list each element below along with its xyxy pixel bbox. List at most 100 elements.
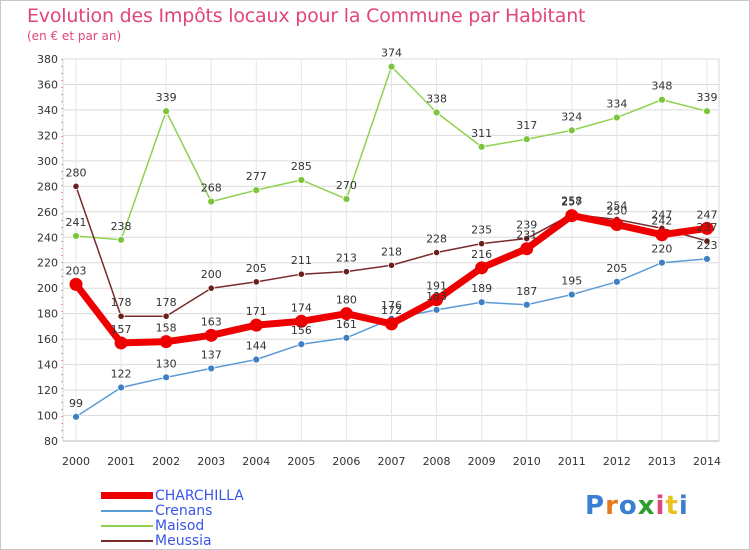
data-label-crenans: 220 [651, 243, 672, 256]
x-tick-label: 2008 [423, 455, 451, 468]
y-tick-label: 180 [37, 308, 58, 321]
legend-label: Maisod [155, 517, 205, 534]
data-label-maisod: 238 [111, 220, 132, 233]
legend-item-charchilla: CHARCHILLA [101, 488, 244, 504]
data-point-maisod [432, 108, 441, 117]
x-tick-label: 2012 [603, 455, 631, 468]
x-tick-label: 2005 [287, 455, 315, 468]
data-label-crenans: 195 [561, 275, 582, 288]
chart-title: Evolution des Impôts locaux pour la Comm… [27, 5, 586, 27]
legend-label: Meussia [155, 532, 212, 549]
data-point-maisod [387, 62, 396, 71]
data-label-charchilla: 203 [66, 264, 87, 277]
y-tick-label: 140 [37, 359, 58, 372]
data-label-meussia: 213 [336, 252, 357, 265]
data-point-maisod [117, 235, 125, 244]
data-point-crenans [658, 258, 666, 267]
data-label-charchilla: 250 [606, 205, 627, 218]
data-label-crenans: 187 [516, 285, 537, 298]
x-tick-label: 2011 [558, 455, 586, 468]
data-point-charchilla [294, 314, 308, 328]
data-point-crenans [612, 277, 621, 286]
data-point-crenans [117, 383, 125, 392]
data-point-crenans [567, 290, 576, 299]
proxiti-logo: Proxiti [585, 491, 689, 521]
data-point-maisod [72, 232, 80, 240]
data-label-charchilla: 158 [156, 322, 177, 335]
x-tick-label: 2004 [242, 455, 270, 468]
data-label-charchilla: 172 [381, 304, 402, 317]
data-point-meussia [703, 237, 711, 245]
data-label-crenans: 223 [697, 239, 718, 252]
data-label-maisod: 348 [651, 80, 672, 93]
y-tick-label: 360 [37, 78, 58, 91]
data-point-meussia [162, 312, 170, 320]
legend-item-meussia: Meussia [101, 532, 212, 549]
x-tick-label: 2009 [468, 455, 496, 468]
data-label-charchilla: 231 [516, 229, 537, 242]
data-point-maisod [297, 176, 306, 184]
data-point-charchilla [520, 242, 534, 256]
legend-label: Crenans [155, 502, 213, 519]
data-label-charchilla: 171 [246, 305, 267, 318]
x-tick-label: 2014 [693, 455, 721, 468]
data-label-crenans: 183 [426, 290, 447, 303]
data-label-crenans: 176 [381, 299, 402, 312]
data-label-maisod: 324 [561, 110, 582, 123]
data-point-charchilla [249, 318, 263, 332]
data-label-meussia: 237 [697, 221, 718, 234]
data-label-crenans: 189 [471, 282, 492, 295]
data-point-meussia [432, 248, 441, 257]
data-label-meussia: 258 [561, 194, 582, 207]
data-point-meussia [523, 234, 531, 243]
data-label-crenans: 137 [201, 348, 222, 361]
data-label-crenans: 205 [606, 262, 627, 275]
data-label-charchilla: 180 [336, 294, 357, 307]
data-label-charchilla: 157 [111, 323, 132, 336]
data-point-maisod [703, 107, 711, 116]
data-point-charchilla [114, 336, 128, 350]
data-label-charchilla: 191 [426, 280, 447, 293]
legend-swatch [101, 524, 153, 527]
data-label-charchilla: 247 [697, 208, 718, 221]
data-point-charchilla [69, 277, 83, 291]
data-point-charchilla [475, 261, 489, 275]
data-point-charchilla [204, 328, 218, 342]
data-label-meussia: 228 [426, 233, 447, 246]
y-tick-label: 320 [37, 129, 58, 142]
data-label-charchilla: 257 [561, 196, 582, 209]
data-point-meussia [387, 261, 396, 269]
data-label-maisod: 241 [66, 216, 87, 229]
data-label-maisod: 268 [201, 182, 222, 195]
y-tick-label: 120 [37, 384, 58, 397]
data-point-charchilla [610, 218, 624, 232]
x-tick-label: 2007 [378, 455, 406, 468]
data-point-charchilla [430, 293, 444, 307]
legend-swatch [101, 492, 153, 499]
data-point-meussia [72, 182, 80, 190]
data-point-charchilla [655, 228, 669, 242]
data-label-meussia: 280 [66, 166, 87, 179]
data-point-crenans [477, 298, 486, 307]
data-label-maisod: 338 [426, 92, 447, 105]
data-point-crenans [162, 373, 171, 382]
data-point-charchilla [700, 221, 714, 235]
data-label-maisod: 317 [516, 119, 537, 132]
data-point-maisod [477, 142, 486, 151]
x-tick-label: 2013 [648, 455, 676, 468]
x-tick-label: 2000 [62, 455, 90, 468]
data-label-meussia: 211 [291, 254, 312, 267]
y-tick-label: 380 [37, 53, 58, 66]
data-label-maisod: 285 [291, 160, 312, 173]
data-point-maisod [612, 113, 621, 122]
data-label-meussia: 247 [651, 208, 672, 221]
data-point-crenans [72, 412, 80, 421]
data-label-crenans: 144 [246, 340, 267, 353]
data-label-meussia: 200 [201, 268, 222, 281]
data-label-charchilla: 174 [291, 301, 312, 314]
data-label-crenans: 122 [111, 368, 132, 381]
data-point-maisod [522, 135, 531, 144]
data-point-charchilla [159, 335, 173, 349]
data-point-charchilla [565, 209, 579, 223]
